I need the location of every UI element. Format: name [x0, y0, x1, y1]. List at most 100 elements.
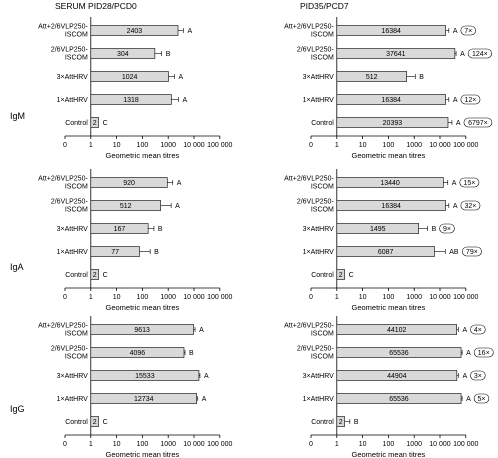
x-tick-label: 0: [309, 294, 313, 301]
x-tick-label: 1: [335, 142, 339, 149]
fold-label: 15×: [463, 180, 475, 187]
x-tick-label: 100: [383, 441, 395, 448]
row-label: IgM: [10, 111, 25, 121]
fold-badge: [473, 393, 490, 404]
x-axis-label: Geometric mean titres: [106, 450, 180, 458]
x-tick-label: 100 000: [453, 294, 478, 301]
category-label: 2/6VLP250-: [297, 346, 335, 353]
category-label: 1×AttHRV: [57, 97, 89, 104]
x-tick-label: 1: [335, 441, 339, 448]
x-tick-label: 100 000: [453, 142, 478, 149]
category-label: Control: [65, 419, 88, 426]
bar: [336, 25, 446, 36]
bar-value-label: 20393: [383, 120, 403, 127]
category-label: 1×AttHRV: [303, 396, 335, 403]
category-label: Control: [311, 120, 334, 127]
x-tick-label: 10 000: [183, 441, 205, 448]
category-label: 1×AttHRV: [303, 249, 335, 256]
fold-badge: [470, 324, 486, 335]
significance-letter: A: [178, 74, 183, 81]
category-label: 3×AttHRV: [303, 226, 335, 233]
fold-label: 16×: [478, 350, 490, 357]
category-label: 3×AttHRV: [303, 373, 335, 380]
x-tick-label: 1: [89, 142, 93, 149]
x-tick-label: 1: [89, 294, 93, 301]
significance-letter: A: [202, 396, 207, 403]
x-tick-label: 0: [63, 294, 67, 301]
bar-value-label: 2: [339, 272, 343, 279]
bar-value-label: 2: [93, 272, 97, 279]
x-tick-label: 10 000: [183, 142, 205, 149]
category-label: ISCOM: [311, 184, 334, 191]
bar: [90, 416, 99, 427]
x-tick-label: 1000: [160, 142, 176, 149]
bar-value-label: 16384: [381, 97, 401, 104]
category-label: Att+2/6VLP250-: [284, 176, 334, 183]
significance-letter: C: [103, 272, 108, 279]
category-label: ISCOM: [65, 207, 88, 214]
x-tick-label: 100: [137, 294, 149, 301]
bar-value-label: 12734: [134, 396, 154, 403]
x-axis-label: Geometric mean titres: [352, 303, 426, 312]
significance-letter: AB: [449, 249, 459, 256]
fold-badge: [460, 25, 476, 36]
bar-value-label: 37641: [386, 51, 406, 58]
bar-value-label: 65536: [389, 350, 409, 357]
significance-letter: A: [187, 28, 192, 35]
category-label: ISCOM: [311, 354, 334, 361]
significance-letter: B: [354, 419, 359, 426]
bar: [336, 94, 446, 105]
bar-value-label: 304: [117, 51, 129, 58]
category-label: ISCOM: [311, 32, 334, 39]
significance-letter: A: [453, 97, 458, 104]
bar-value-label: 77: [111, 249, 119, 256]
significance-letter: C: [103, 120, 108, 127]
bar-value-label: 512: [120, 203, 132, 210]
bar-value-label: 4096: [130, 350, 146, 357]
category-label: Att+2/6VLP250-: [284, 323, 334, 330]
significance-letter: C: [103, 419, 108, 426]
category-label: 1×AttHRV: [57, 249, 89, 256]
category-label: 2/6VLP250-: [297, 47, 335, 54]
bar-value-label: 16384: [381, 203, 401, 210]
fold-label: 32×: [464, 203, 476, 210]
bar-value-label: 65536: [389, 396, 409, 403]
row-label: IgA: [10, 262, 24, 272]
category-label: 3×AttHRV: [57, 74, 89, 81]
bar-value-label: 1495: [370, 226, 386, 233]
significance-letter: A: [462, 327, 467, 334]
category-label: 3×AttHRV: [57, 373, 89, 380]
x-tick-label: 10: [113, 142, 121, 149]
category-label: ISCOM: [311, 331, 334, 338]
bar-value-label: 6087: [378, 249, 394, 256]
bar-value-label: 1024: [122, 74, 138, 81]
category-label: 2/6VLP250-: [297, 199, 335, 206]
x-tick-label: 100 000: [207, 441, 232, 448]
bar-value-label: 920: [123, 180, 135, 187]
fold-label: 12×: [464, 97, 476, 104]
x-tick-label: 10: [113, 294, 121, 301]
x-tick-label: 0: [309, 142, 313, 149]
category-label: ISCOM: [311, 207, 334, 214]
category-label: 3×AttHRV: [303, 74, 335, 81]
significance-letter: B: [432, 226, 437, 233]
x-tick-label: 10 000: [429, 142, 451, 149]
bar-value-label: 512: [366, 74, 378, 81]
significance-letter: A: [460, 51, 465, 58]
significance-letter: B: [154, 249, 159, 256]
fold-label: 4×: [474, 327, 482, 334]
bar-value-label: 44904: [387, 373, 407, 380]
category-label: 3×AttHRV: [57, 226, 89, 233]
x-tick-label: 10: [359, 294, 367, 301]
x-tick-label: 100: [383, 142, 395, 149]
bar: [336, 269, 345, 280]
x-tick-label: 1000: [160, 441, 176, 448]
significance-letter: A: [182, 97, 187, 104]
bar: [336, 177, 444, 188]
x-tick-label: 10 000: [183, 294, 205, 301]
fold-label: 79×: [466, 249, 478, 256]
category-label: Control: [65, 272, 88, 279]
category-label: Att+2/6VLP250-: [38, 176, 88, 183]
significance-letter: B: [166, 51, 171, 58]
